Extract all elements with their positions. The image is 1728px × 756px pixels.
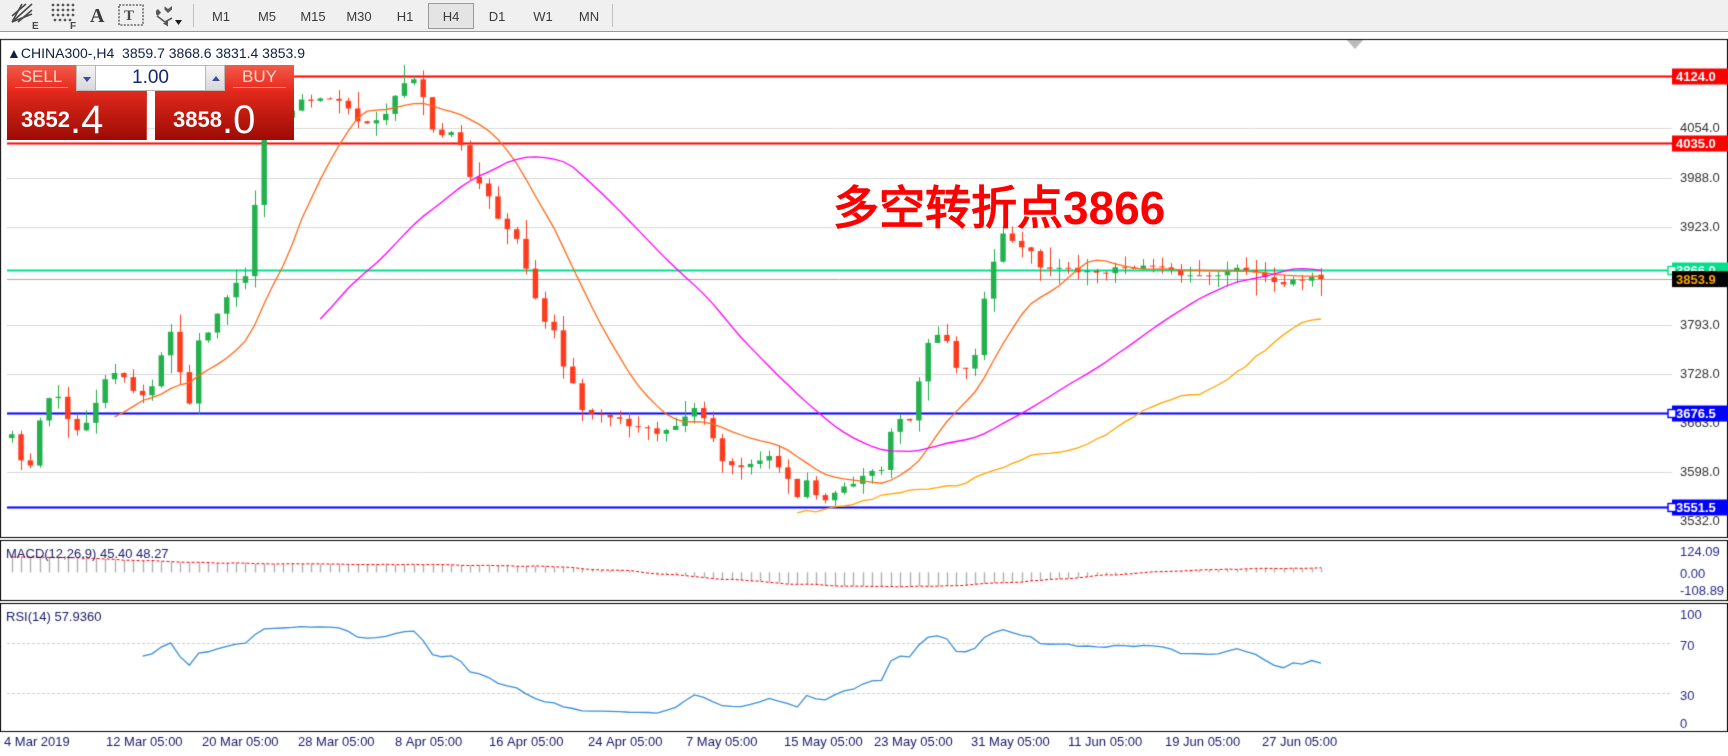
svg-text:T: T — [124, 8, 134, 24]
svg-text:E: E — [32, 21, 39, 30]
svg-text:F: F — [70, 21, 76, 30]
